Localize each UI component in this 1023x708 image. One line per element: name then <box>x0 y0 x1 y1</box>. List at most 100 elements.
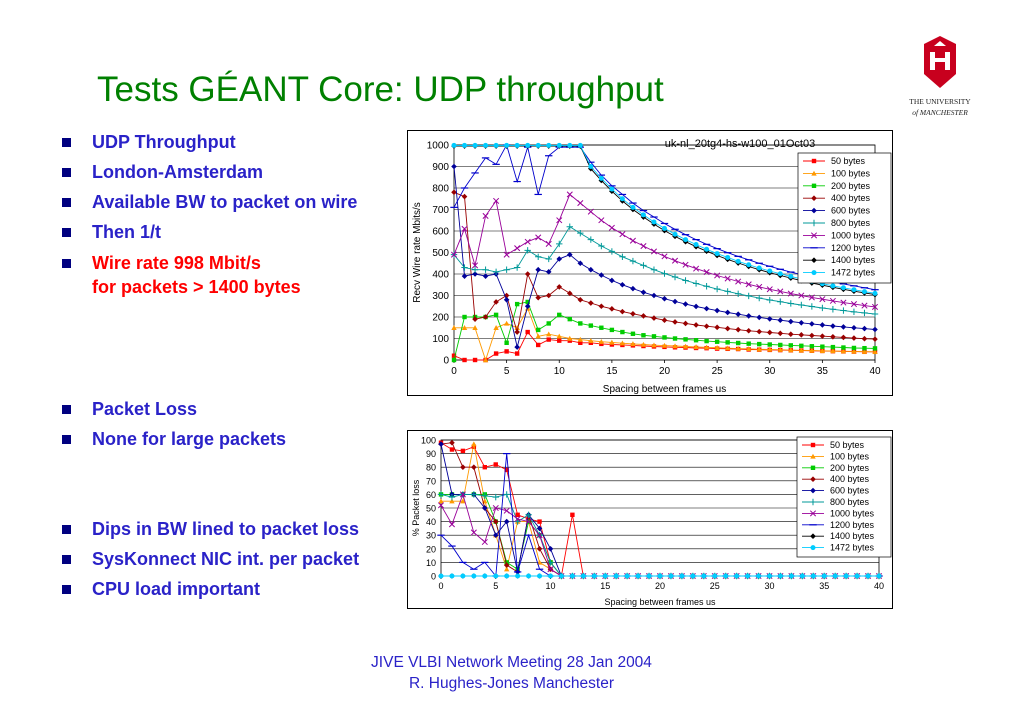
data-point <box>482 266 489 273</box>
x-tick-label: 5 <box>504 366 510 377</box>
data-point <box>703 323 710 330</box>
data-point <box>503 320 510 326</box>
y-tick-label: 100 <box>421 436 436 446</box>
data-point <box>609 327 615 333</box>
packet-loss-chart: 0 10 20 30 40 50 60 70 80 90 100 0 5 10 15 20 25 30 35 40 Sp… <box>407 430 893 609</box>
data-point <box>876 573 882 579</box>
data-point <box>724 288 731 295</box>
data-point <box>777 288 784 295</box>
legend-label: 1472 bytes <box>830 543 875 553</box>
data-point <box>577 142 583 148</box>
data-point <box>672 343 678 349</box>
data-point <box>745 281 752 288</box>
data-point <box>535 234 542 241</box>
data-point <box>471 444 477 449</box>
x-tick-label: 20 <box>659 366 671 377</box>
data-point <box>483 142 489 148</box>
data-point <box>619 196 625 202</box>
x-tick-label: 10 <box>545 581 555 591</box>
legend-label: 1200 bytes <box>830 520 875 530</box>
data-point <box>725 340 730 345</box>
data-point <box>503 266 510 273</box>
data-point <box>503 297 510 303</box>
data-point <box>546 321 551 326</box>
data-point <box>872 326 878 333</box>
data-point <box>460 573 466 579</box>
data-point <box>672 298 678 305</box>
y-tick-label: 90 <box>426 449 436 459</box>
y-tick-label: 500 <box>432 248 449 259</box>
data-point <box>598 272 605 278</box>
data-point <box>460 448 466 454</box>
data-point <box>798 347 805 353</box>
legend-marker <box>811 257 817 263</box>
data-point <box>493 325 499 330</box>
data-point <box>851 335 857 341</box>
data-point <box>608 248 616 255</box>
data-point <box>448 493 456 501</box>
data-point <box>472 325 478 330</box>
data-point <box>693 242 699 248</box>
legend-label: 50 bytes <box>831 156 866 166</box>
data-point <box>871 303 879 310</box>
data-point <box>661 270 668 277</box>
data-point <box>830 348 836 354</box>
data-point <box>809 344 815 349</box>
data-point <box>504 573 510 579</box>
data-point <box>471 262 479 269</box>
data-point <box>451 325 457 330</box>
data-point <box>504 349 509 354</box>
data-point <box>704 338 709 344</box>
data-point <box>671 257 679 264</box>
data-point <box>577 260 584 267</box>
data-point <box>619 231 626 238</box>
data-point <box>672 319 678 325</box>
data-point <box>619 308 626 315</box>
data-point <box>451 142 457 148</box>
bullet-text: London-Amsterdam <box>92 162 263 182</box>
data-point <box>693 303 699 310</box>
data-point <box>809 332 815 339</box>
legend-label: 50 bytes <box>830 440 865 450</box>
data-point <box>851 324 857 331</box>
bullet-text: Packet Loss <box>92 399 198 419</box>
data-point <box>587 208 594 215</box>
data-point <box>588 164 594 169</box>
data-point <box>525 518 532 525</box>
x-tick-label: 40 <box>874 581 884 591</box>
data-point <box>482 465 487 470</box>
data-point <box>840 348 847 354</box>
data-point <box>535 142 541 148</box>
data-point <box>766 296 773 304</box>
data-point <box>672 336 678 341</box>
data-point <box>566 251 573 258</box>
data-point <box>701 573 707 579</box>
data-point <box>735 278 742 285</box>
data-point <box>504 566 510 572</box>
y-tick-label: 0 <box>443 356 449 367</box>
data-point <box>650 266 658 273</box>
data-point <box>777 573 783 579</box>
data-point <box>840 299 847 306</box>
series-group <box>450 191 879 310</box>
data-point <box>525 299 530 305</box>
data-point <box>536 525 543 532</box>
university-logo: THE UNIVERSITY of MANCHESTER <box>900 34 980 117</box>
data-point <box>535 253 542 260</box>
data-point <box>745 327 752 334</box>
data-point <box>524 247 531 254</box>
data-point <box>693 338 699 343</box>
data-point <box>843 573 849 579</box>
data-point <box>481 492 488 499</box>
data-point <box>493 462 498 467</box>
y-tick-label: 800 <box>432 184 449 195</box>
data-point <box>714 251 720 257</box>
bullet-marker <box>62 138 71 147</box>
data-point <box>546 337 551 342</box>
data-point <box>547 546 554 552</box>
data-point <box>578 321 583 326</box>
data-point <box>766 286 773 293</box>
data-point <box>640 262 647 269</box>
data-point <box>851 345 857 351</box>
data-point <box>545 240 552 247</box>
